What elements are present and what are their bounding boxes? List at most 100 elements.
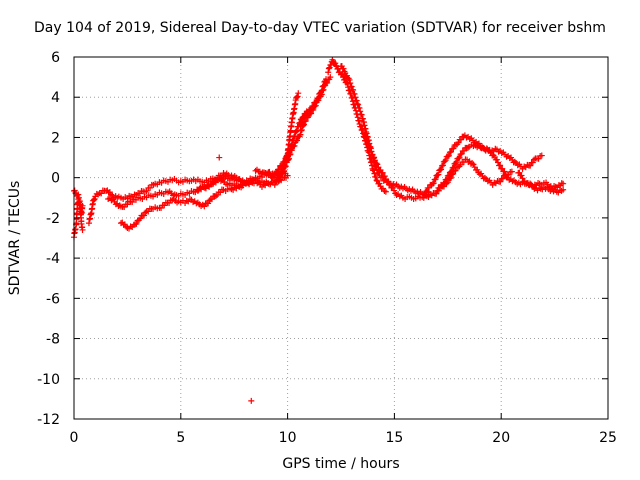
data-point (356, 105, 363, 112)
data-point (560, 180, 567, 187)
data-point (319, 83, 326, 90)
data-point (318, 87, 325, 94)
axis-ticks: 0 5 10 15 20 25 -12 -10 -8 -6 -4 -2 0 2 4 6 (37, 50, 617, 446)
data-point (357, 123, 364, 130)
data-point (358, 111, 365, 118)
data-point (362, 131, 369, 138)
y-tick-label: -6 (46, 291, 60, 307)
y-tick-label: 2 (51, 130, 60, 146)
data-point (458, 136, 465, 143)
y-tick-label: -4 (46, 251, 60, 267)
x-tick-label: 10 (279, 430, 297, 446)
data-point (216, 154, 223, 161)
data-point (314, 95, 321, 102)
data-point (354, 114, 361, 121)
data-point (303, 112, 310, 119)
data-point (355, 101, 362, 108)
x-tick-label: 20 (492, 430, 510, 446)
data-point (286, 155, 293, 162)
data-point (313, 98, 320, 105)
data-point (441, 180, 448, 187)
data-point (141, 212, 148, 219)
data-point (282, 163, 289, 170)
data-point (352, 107, 359, 114)
data-point (499, 175, 506, 182)
data-point (271, 181, 278, 188)
data-point (282, 164, 289, 171)
data-point (432, 176, 439, 183)
data-point (470, 161, 477, 168)
data-point (365, 141, 372, 148)
y-tick-label: 4 (51, 90, 60, 106)
data-point (346, 87, 353, 94)
data-point (363, 135, 370, 142)
data-point (508, 168, 515, 175)
data-point (248, 397, 255, 404)
data-point (441, 158, 448, 165)
data-point (288, 147, 295, 154)
data-point (448, 168, 455, 175)
data-point (286, 151, 293, 158)
y-tick-label: -8 (46, 332, 60, 348)
data-point (298, 119, 305, 126)
data-point (527, 162, 534, 169)
data-point (345, 84, 352, 91)
data-point (293, 94, 300, 101)
data-point (325, 65, 332, 72)
data-point (277, 174, 284, 181)
data-point (442, 157, 449, 164)
data-point (344, 80, 351, 87)
data-point (374, 161, 381, 168)
x-tick-label: 15 (385, 430, 403, 446)
data-point (308, 106, 315, 113)
plot-frame (73, 56, 609, 420)
data-point (497, 162, 504, 169)
data-point (310, 102, 317, 109)
data-point (453, 159, 460, 166)
data-point (349, 98, 356, 105)
data-point (529, 159, 536, 166)
data-point (373, 160, 380, 167)
x-tick-label: 0 (70, 430, 79, 446)
data-point (347, 80, 354, 87)
data-point (147, 184, 154, 191)
data-point (430, 180, 437, 187)
data-point (252, 167, 259, 174)
data-point (276, 177, 283, 184)
data-point (469, 160, 476, 167)
data-point (266, 168, 273, 175)
data-point (79, 226, 86, 233)
y-tick-label: -12 (37, 412, 60, 428)
data-point (481, 174, 488, 181)
data-point (327, 74, 334, 81)
data-point (323, 76, 330, 83)
data-point (356, 120, 363, 127)
data-point (287, 151, 294, 158)
data-point (133, 220, 140, 227)
data-point (382, 188, 389, 195)
data-point (371, 154, 378, 161)
data-point (205, 200, 212, 207)
data-point (538, 152, 545, 159)
data-point (143, 187, 150, 194)
chart-title: Day 104 of 2019, Sidereal Day-to-day VTE… (34, 20, 606, 36)
data-point (108, 191, 115, 198)
data-point (142, 209, 149, 216)
data-point (443, 176, 450, 183)
data-point (511, 158, 518, 165)
data-point (137, 215, 144, 222)
data-point (280, 168, 287, 175)
y-tick-label: -2 (46, 211, 60, 227)
data-point (352, 94, 359, 101)
data-point (518, 172, 525, 179)
data-point (297, 123, 304, 130)
data-point (353, 97, 360, 104)
data-point (379, 169, 386, 176)
data-point (298, 127, 305, 134)
data-point (297, 131, 304, 138)
data-point (346, 76, 353, 83)
data-point (315, 94, 322, 101)
data-point (349, 95, 356, 102)
data-point (456, 154, 463, 161)
data-point (436, 184, 443, 191)
